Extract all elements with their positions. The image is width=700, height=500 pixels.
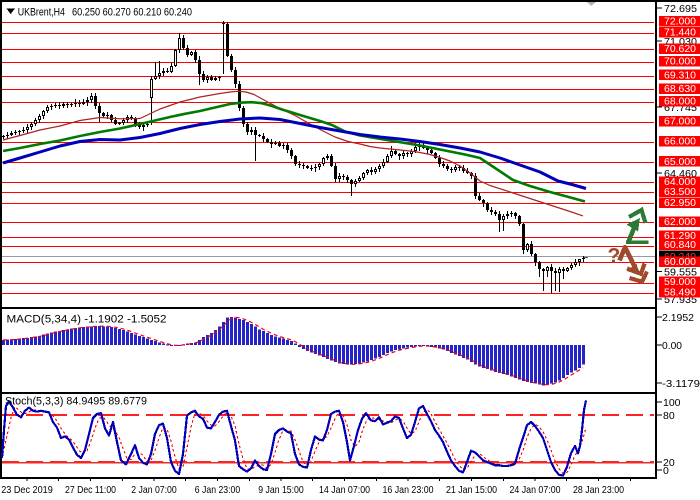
svg-text:14 Jan 07:00: 14 Jan 07:00 <box>319 484 370 496</box>
svg-text:68.630: 68.630 <box>664 83 696 95</box>
svg-text:80: 80 <box>663 410 675 422</box>
svg-text:69.310: 69.310 <box>664 69 696 81</box>
svg-text:100: 100 <box>663 397 681 409</box>
svg-text:62.950: 62.950 <box>664 197 696 209</box>
svg-text:23 Dec 2019: 23 Dec 2019 <box>1 484 53 496</box>
svg-text:68.000: 68.000 <box>664 96 696 108</box>
svg-text:60.840: 60.840 <box>664 239 696 251</box>
svg-text:59.555: 59.555 <box>664 266 697 278</box>
svg-text:28 Jan 23:00: 28 Jan 23:00 <box>573 484 624 496</box>
svg-text:MACD(5,34,4) -1.1902 -1.5052: MACD(5,34,4) -1.1902 -1.5052 <box>7 313 167 325</box>
svg-text:59.000: 59.000 <box>664 276 696 288</box>
svg-text:UKBrent,H4: UKBrent,H4 <box>18 7 65 19</box>
svg-text:0.00: 0.00 <box>662 340 682 352</box>
svg-text:72.695: 72.695 <box>664 3 697 15</box>
svg-text:66.000: 66.000 <box>664 136 696 148</box>
svg-text:20: 20 <box>663 457 675 469</box>
svg-text:70.620: 70.620 <box>664 43 696 55</box>
svg-text:Stoch(5,3,3) 84.9495 89.6779: Stoch(5,3,3) 84.9495 89.6779 <box>5 396 147 408</box>
svg-text:0: 0 <box>663 465 669 477</box>
svg-text:64.000: 64.000 <box>664 176 696 188</box>
svg-text:70.000: 70.000 <box>664 56 696 68</box>
svg-text:-3.1179: -3.1179 <box>662 378 700 390</box>
svg-text:60.000: 60.000 <box>664 256 696 268</box>
svg-text:71.440: 71.440 <box>664 27 696 39</box>
svg-text:62.000: 62.000 <box>664 216 696 228</box>
svg-text:60.250 60.270 60.210 60.240: 60.250 60.270 60.210 60.240 <box>72 7 192 19</box>
svg-text:2 Jan 07:00: 2 Jan 07:00 <box>131 484 177 496</box>
svg-text:58.490: 58.490 <box>664 286 696 298</box>
svg-text:24 Jan 07:00: 24 Jan 07:00 <box>510 484 561 496</box>
svg-text:27 Dec 11:00: 27 Dec 11:00 <box>65 484 116 496</box>
svg-text:2.1952: 2.1952 <box>662 312 694 324</box>
svg-text:6 Jan 23:00: 6 Jan 23:00 <box>195 484 241 496</box>
svg-text:61.290: 61.290 <box>664 230 696 242</box>
svg-text:63.500: 63.500 <box>664 186 696 198</box>
svg-text:9 Jan 15:00: 9 Jan 15:00 <box>258 484 304 496</box>
svg-text:72.000: 72.000 <box>664 15 696 27</box>
svg-text:67.000: 67.000 <box>664 116 696 128</box>
svg-text:21 Jan 15:00: 21 Jan 15:00 <box>446 484 497 496</box>
svg-text:16 Jan 23:00: 16 Jan 23:00 <box>383 484 434 496</box>
svg-text:65.000: 65.000 <box>664 156 696 168</box>
svg-text:?: ? <box>608 245 621 268</box>
